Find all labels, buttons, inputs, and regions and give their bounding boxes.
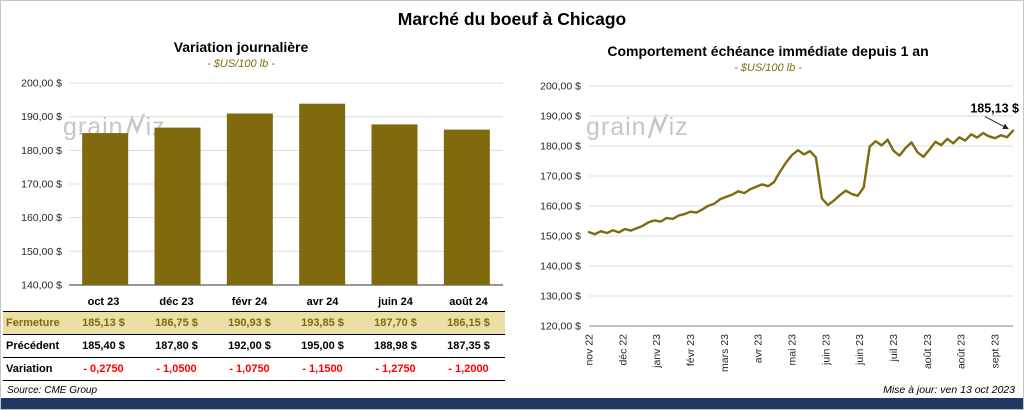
x-tick-label: déc 22 (617, 334, 629, 366)
footer: Source: CME Group Mise à jour: ven 13 oc… (1, 382, 1023, 396)
table-cell: - 1,2000 (432, 358, 505, 381)
x-tick-label: juin 23 (820, 334, 832, 366)
table-cell: 192,00 $ (213, 335, 286, 358)
y-tick-label: 150,00 $ (21, 246, 62, 258)
line-chart: 200,00 $ 190,00 $ 180,00 $ 170,00 $ 160,00 $… (540, 81, 1019, 372)
bar (82, 133, 129, 285)
table-cell: - 1,0750 (213, 358, 286, 381)
bar (154, 127, 201, 285)
table-cell: 187,70 $ (359, 312, 432, 335)
table-cell: 195,00 $ (286, 335, 359, 358)
bar (371, 124, 418, 285)
table-cell: 186,15 $ (432, 312, 505, 335)
grainwiz-watermark: grain iz (586, 111, 689, 140)
x-tick-label: mai 23 (787, 334, 799, 366)
x-tick-label: août 23 (922, 334, 934, 369)
y-tick-label: 140,00 $ (540, 261, 581, 273)
y-tick-label: 200,00 $ (540, 81, 581, 93)
row-label: Précédent (3, 335, 67, 358)
table-cell: 185,40 $ (67, 335, 140, 358)
x-tick-label: févr 23 (685, 334, 697, 366)
lightning-w-icon (647, 113, 668, 139)
page-title: Marché du boeuf à Chicago (397, 9, 627, 29)
table-cell: - 0,2750 (67, 358, 140, 381)
last-value-label: 185,13 $ (970, 102, 1019, 116)
price-table: oct 23 déc 23 févr 24 avr 24 juin 24 août 24 F… (3, 293, 505, 381)
row-label: Variation (3, 358, 67, 381)
price-line (587, 129, 1015, 236)
y-tick-label: 190,00 $ (540, 111, 581, 123)
annotation-arrow (984, 116, 1009, 130)
bar-chart-subtitle: - $US/100 lb - (207, 58, 275, 70)
column-header: août 24 (432, 293, 505, 312)
y-tick-label: 150,00 $ (540, 231, 581, 243)
column-header: juin 24 (359, 293, 432, 312)
table-cell: 185,13 $ (67, 312, 140, 335)
daily-variation-panel: Variation journalière - $US/100 lb - gra… (1, 1, 511, 409)
x-tick-label: mars 23 (719, 334, 731, 372)
table-cell: - 1,1500 (286, 358, 359, 381)
one-year-trend-panel: Comportement échéance immédiate depuis 1… (511, 1, 1023, 409)
column-header: oct 23 (67, 293, 140, 312)
bar (443, 129, 490, 285)
line-chart-title: Comportement échéance immédiate depuis 1… (607, 43, 929, 59)
bottom-accent-bar (1, 398, 1023, 409)
y-tick-label: 160,00 $ (540, 201, 581, 213)
bar (226, 113, 273, 285)
table-cell: 188,98 $ (359, 335, 432, 358)
column-header: déc 23 (140, 293, 213, 312)
y-tick-label: 180,00 $ (21, 145, 62, 157)
table-cell: 186,75 $ (140, 312, 213, 335)
x-tick-label: sept 23 (990, 334, 1002, 369)
y-tick-label: 140,00 $ (21, 280, 62, 292)
y-tick-label: 160,00 $ (21, 212, 62, 224)
y-tick-label: 170,00 $ (540, 171, 581, 183)
row-label: Fermeture (3, 312, 67, 335)
y-tick-label: 120,00 $ (540, 321, 581, 333)
table-cell: - 1,2750 (359, 358, 432, 381)
update-note: Mise à jour: ven 13 oct 2023 (883, 384, 1015, 396)
table-corner (3, 293, 67, 312)
x-tick-label: juin 23 (854, 334, 866, 366)
y-tick-label: 200,00 $ (21, 78, 62, 90)
watermark-text-post: iz (668, 113, 689, 141)
lightning-w-icon (124, 113, 145, 139)
source-note: Source: CME Group (7, 385, 98, 396)
x-tick-label: janv 23 (651, 334, 663, 369)
table-cell: - 1,0500 (140, 358, 213, 381)
y-tick-label: 190,00 $ (21, 111, 62, 123)
column-header: avr 24 (286, 293, 359, 312)
x-tick-label: nov 22 (584, 334, 596, 366)
bar (299, 103, 346, 285)
table-cell: 187,35 $ (432, 335, 505, 358)
column-header: févr 24 (213, 293, 286, 312)
y-tick-label: 130,00 $ (540, 291, 581, 303)
bar-chart-title: Variation journalière (173, 39, 309, 55)
table-cell: 193,85 $ (286, 312, 359, 335)
table-cell: 190,93 $ (213, 312, 286, 335)
x-tick-label: avr 23 (753, 334, 765, 363)
watermark-text-pre: grain (586, 113, 647, 141)
x-tick-label: juil 23 (888, 334, 900, 363)
table-cell: 187,80 $ (140, 335, 213, 358)
x-tick-label: août 23 (956, 334, 968, 369)
bar-chart: 200,00 $ 190,00 $ 180,00 $ 170,00 $ 160,00 $… (21, 78, 503, 292)
y-tick-label: 180,00 $ (540, 141, 581, 153)
line-chart-subtitle: - $US/100 lb - (734, 62, 802, 74)
y-tick-label: 170,00 $ (21, 179, 62, 191)
